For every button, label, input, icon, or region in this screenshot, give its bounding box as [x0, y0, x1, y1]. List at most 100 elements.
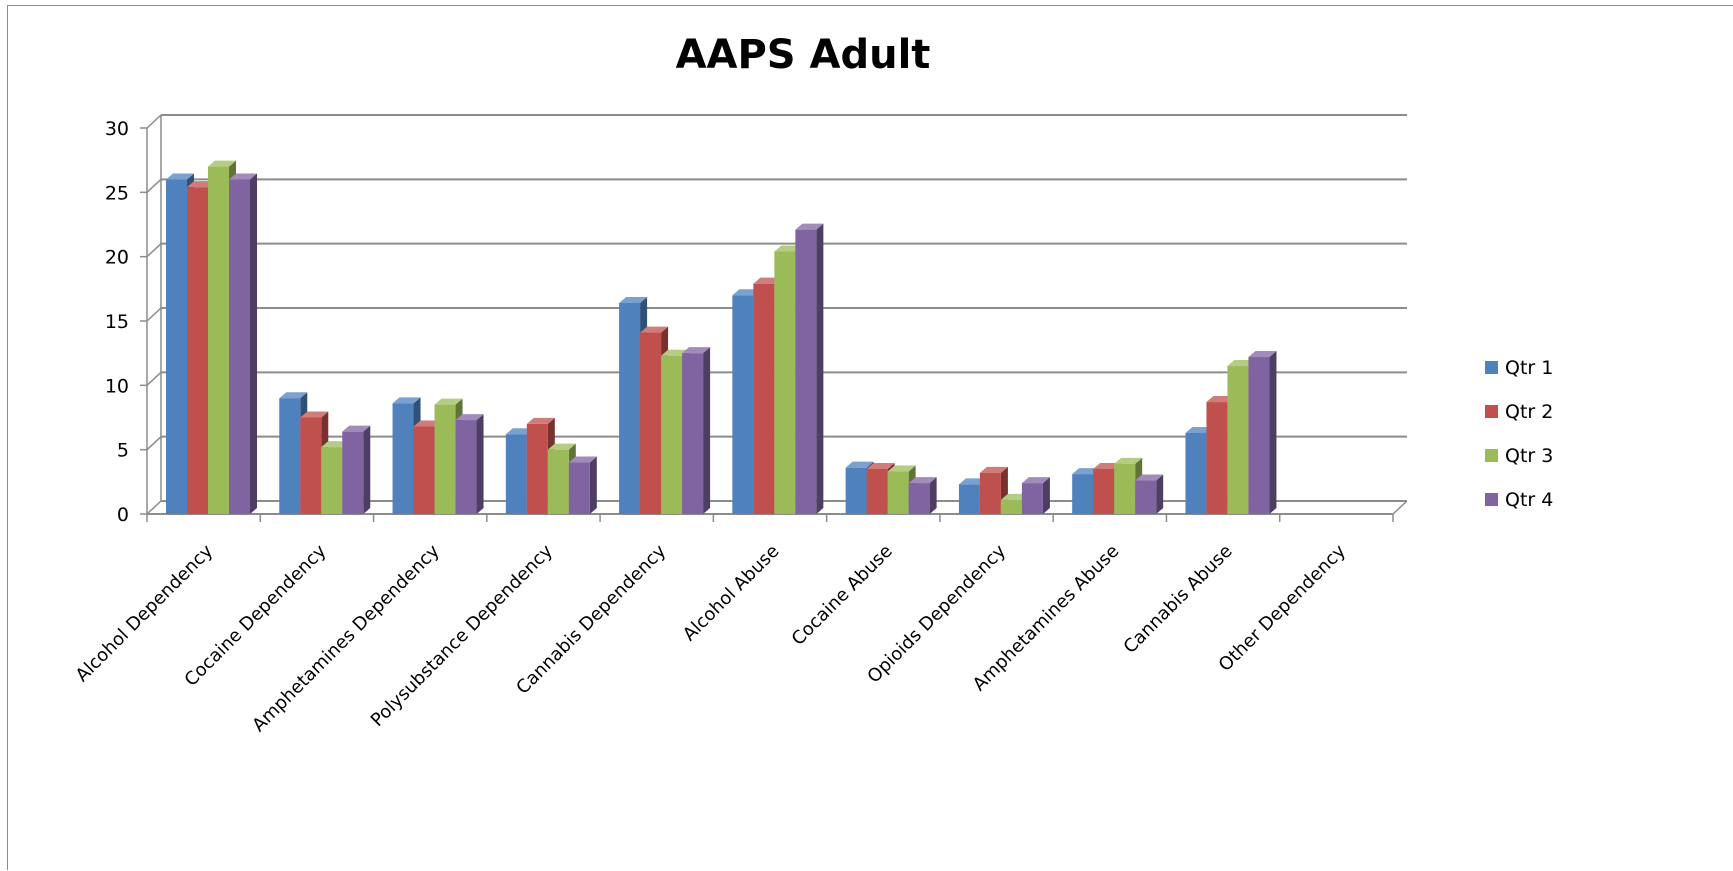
- bar: [1248, 351, 1277, 514]
- bar-front: [321, 447, 343, 514]
- side-wall-line: [146, 371, 162, 386]
- bar-front: [619, 302, 641, 514]
- bar-front: [845, 467, 867, 514]
- side-wall-line: [146, 436, 162, 451]
- y-tick-label: 5: [117, 440, 129, 462]
- bar-front: [187, 187, 208, 515]
- bar-front: [866, 468, 888, 514]
- bar: [1021, 477, 1050, 514]
- bar-front: [1185, 432, 1207, 514]
- bar-top: [568, 456, 597, 463]
- bar: [795, 223, 824, 514]
- bar-side: [250, 173, 257, 514]
- chart-svg: AAPS Adult 0 5 10 15 20 25 30 Alcohol Dependen…: [72, 32, 1554, 736]
- bar-top: [682, 347, 711, 354]
- bar-front: [795, 229, 817, 514]
- bar-front: [505, 434, 527, 514]
- bar-top: [1021, 477, 1050, 484]
- bars: [166, 160, 1277, 515]
- legend[interactable]: Qtr 1 Qtr 2 Qtr 3 Qtr 4: [1485, 357, 1553, 511]
- bar-top: [166, 173, 194, 180]
- bar-front: [1206, 402, 1228, 514]
- bar-front: [1135, 480, 1157, 514]
- bar: [342, 425, 371, 514]
- legend-item[interactable]: Qtr 2: [1485, 401, 1553, 423]
- legend-item[interactable]: Qtr 4: [1485, 489, 1553, 511]
- bar-front: [568, 462, 590, 514]
- bar-top: [619, 296, 648, 303]
- legend-label: Qtr 4: [1505, 489, 1553, 511]
- floor-edge: [1392, 500, 1408, 515]
- bar-front: [526, 423, 548, 514]
- bar-front: [279, 398, 301, 514]
- chart-area: AAPS Adult 0 5 10 15 20 25 30 Alcohol Dependen…: [7, 5, 1733, 870]
- bar-top: [434, 398, 463, 405]
- bar-top: [208, 160, 236, 167]
- bar-front: [661, 355, 683, 514]
- bar-top: [979, 466, 1008, 473]
- bar-front: [908, 483, 930, 514]
- bar-front: [1227, 366, 1249, 514]
- bar-front: [300, 417, 322, 514]
- x-tick-label: Cannabis Abuse: [1120, 541, 1237, 658]
- x-tick-label: Cocaine Abuse: [788, 541, 897, 650]
- y-tick-label: 10: [105, 375, 129, 397]
- bar-top: [887, 465, 916, 472]
- bar-side: [476, 414, 484, 514]
- bar-front: [682, 353, 704, 514]
- bar-top: [342, 425, 371, 432]
- bar-top: [526, 417, 555, 424]
- bar-front: [1000, 499, 1022, 514]
- bar-front: [208, 166, 229, 514]
- bar-front: [166, 179, 187, 514]
- bar-top: [908, 477, 937, 484]
- legend-swatch: [1485, 493, 1498, 506]
- legend-item[interactable]: Qtr 3: [1485, 445, 1553, 467]
- bar-top: [845, 461, 874, 468]
- y-tick-label: 30: [105, 118, 129, 140]
- side-wall-line: [146, 307, 162, 322]
- legend-swatch: [1485, 449, 1498, 462]
- bar: [682, 347, 711, 514]
- bar-side: [1269, 351, 1277, 514]
- x-tick-label: Amphetamines Dependency: [248, 540, 444, 736]
- chart-title: AAPS Adult: [676, 32, 931, 78]
- x-tick-label: Other Dependency: [1215, 540, 1350, 675]
- bar-front: [1072, 474, 1094, 514]
- bar-side: [1156, 474, 1164, 514]
- bar-front: [342, 431, 364, 514]
- bar-top: [1135, 474, 1164, 481]
- bar-side: [1042, 477, 1050, 514]
- side-wall-line: [146, 114, 162, 129]
- side-wall-line: [146, 243, 162, 258]
- bar-front: [979, 472, 1001, 514]
- bar-front: [455, 420, 477, 514]
- side-wall-line: [146, 178, 162, 193]
- bar-front: [774, 251, 796, 514]
- bar-front: [1248, 357, 1270, 514]
- bar-top: [229, 173, 257, 180]
- y-tick-label: 0: [117, 504, 129, 526]
- bar-front: [434, 404, 456, 514]
- bar-front: [1093, 468, 1115, 514]
- legend-item[interactable]: Qtr 1: [1485, 357, 1553, 379]
- bar-top: [1248, 351, 1277, 358]
- bar: [455, 414, 484, 514]
- side-wall-line: [146, 500, 162, 515]
- bar-side: [816, 223, 824, 514]
- bar-front: [732, 295, 754, 514]
- bar: [908, 477, 937, 514]
- bar-side: [703, 347, 711, 514]
- bar-top: [455, 414, 484, 421]
- bar-top: [795, 223, 824, 230]
- bar-front: [392, 403, 414, 514]
- bar-top: [279, 392, 308, 399]
- legend-label: Qtr 2: [1505, 401, 1553, 423]
- bar-front: [887, 471, 909, 514]
- y-tick-label: 25: [105, 182, 129, 204]
- bar: [229, 173, 257, 514]
- bar-top: [1114, 457, 1143, 464]
- legend-swatch: [1485, 405, 1498, 418]
- bar-side: [929, 477, 937, 514]
- bar-top: [547, 443, 576, 450]
